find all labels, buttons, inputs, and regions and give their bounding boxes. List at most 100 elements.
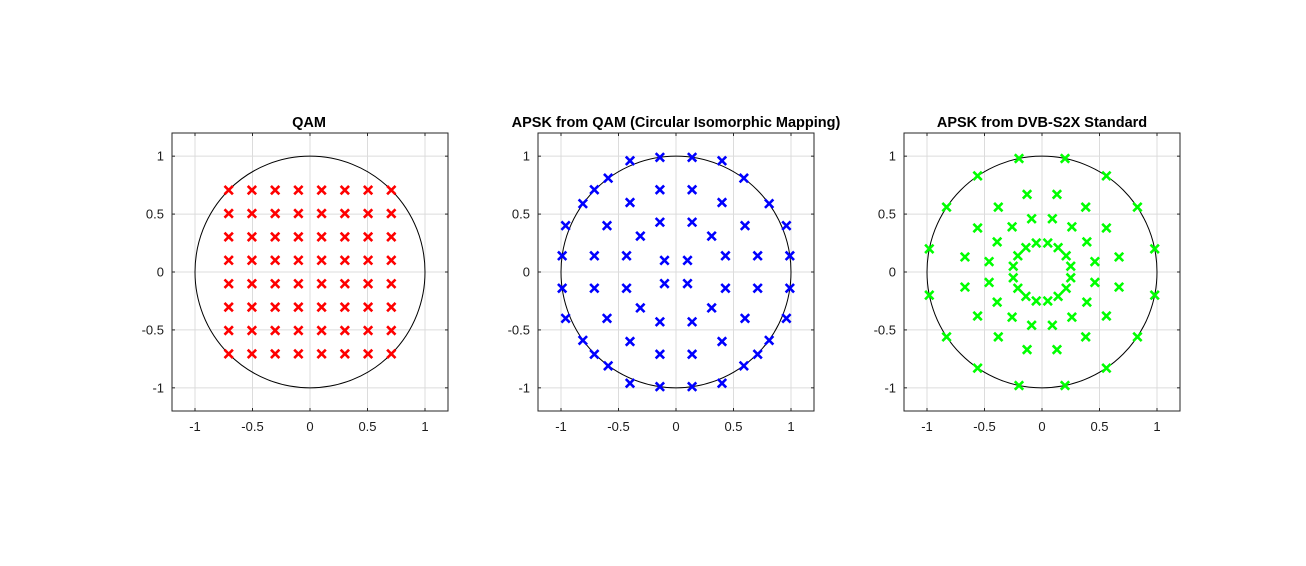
data-point — [992, 296, 1003, 308]
y-tick-label: -0.5 — [508, 322, 530, 337]
data-point — [654, 316, 666, 327]
data-point — [1026, 320, 1037, 331]
data-point — [781, 313, 792, 324]
data-point — [270, 278, 281, 289]
data-point — [784, 283, 795, 294]
data-point — [1132, 331, 1143, 342]
data-point — [223, 301, 234, 313]
data-point — [781, 220, 792, 231]
data-point — [716, 155, 728, 166]
data-point — [577, 335, 588, 346]
data-point — [293, 278, 304, 289]
data-point — [589, 349, 600, 360]
data-point — [659, 255, 670, 266]
data-point — [1051, 344, 1063, 355]
data-point — [686, 316, 698, 327]
data-point — [941, 331, 952, 342]
data-point — [1021, 344, 1033, 355]
data-point — [339, 348, 350, 360]
data-point — [1089, 277, 1101, 288]
data-point — [784, 250, 795, 261]
data-point — [386, 255, 397, 266]
data-point — [316, 184, 327, 196]
data-point — [686, 349, 698, 360]
data-point — [739, 220, 751, 231]
unit-circle — [560, 155, 792, 389]
data-point — [1065, 272, 1076, 283]
data-point — [589, 250, 600, 261]
data-point — [339, 208, 350, 219]
data-point — [293, 255, 304, 266]
data-point — [362, 325, 374, 336]
data-point — [362, 278, 374, 289]
data-point — [972, 363, 983, 374]
x-tick-label: -1 — [555, 419, 567, 434]
data-point — [223, 325, 234, 336]
data-point — [339, 255, 350, 266]
data-point — [1113, 251, 1125, 263]
data-point — [293, 184, 304, 196]
data-point — [1066, 221, 1078, 232]
data-point — [1047, 320, 1058, 331]
data-point — [557, 283, 568, 294]
y-tick-label: 0 — [523, 265, 530, 280]
data-point — [624, 336, 636, 347]
data-point — [654, 152, 666, 163]
data-point — [362, 301, 374, 313]
x-tick-label: -1 — [921, 419, 933, 434]
x-tick-label: 0.5 — [724, 419, 742, 434]
data-point — [293, 325, 304, 336]
grid — [904, 133, 1180, 411]
data-point — [223, 278, 234, 289]
data-point — [752, 349, 763, 360]
data-point — [1149, 243, 1160, 254]
data-point — [1031, 295, 1042, 307]
y-tick-label: -1 — [884, 380, 896, 395]
data-point — [246, 255, 258, 266]
x-tick-label: -0.5 — [973, 419, 995, 434]
y-tick-label: -1 — [518, 380, 530, 395]
y-tick-label: 0.5 — [512, 207, 530, 222]
data-point — [1059, 153, 1071, 164]
data-point — [603, 360, 614, 371]
data-point — [1149, 290, 1160, 301]
y-tick-label: 0 — [889, 265, 896, 280]
data-point — [601, 220, 613, 231]
data-point — [959, 251, 971, 263]
data-point — [246, 278, 258, 289]
data-point — [621, 283, 632, 294]
y-tick-label: 1 — [157, 149, 164, 164]
data-point — [316, 348, 327, 360]
x-tick-label: 1 — [787, 419, 794, 434]
apsk-dvb-subplot: APSK from DVB-S2X Standard -1 -0.5 0 0.5 1 1 0… — [874, 115, 1181, 434]
data-point — [362, 208, 374, 219]
data-point — [270, 325, 281, 336]
data-point — [246, 325, 258, 336]
data-point — [992, 236, 1003, 248]
data-point — [654, 217, 666, 228]
apsk-cim-title: APSK from QAM (Circular Isomorphic Mappi… — [512, 115, 841, 131]
data-point — [1051, 189, 1063, 200]
data-point — [659, 278, 670, 289]
data-point — [386, 325, 397, 336]
data-point — [293, 348, 304, 360]
data-point — [682, 255, 693, 266]
data-point — [738, 360, 749, 371]
data-point — [386, 208, 397, 219]
data-point — [993, 331, 1004, 342]
grid — [172, 133, 448, 411]
unit-circle — [194, 155, 426, 389]
y-tick-label: 0.5 — [878, 207, 896, 222]
data-point — [589, 283, 600, 294]
data-point — [716, 197, 728, 208]
data-point — [316, 208, 327, 219]
data-point — [716, 336, 728, 347]
data-point — [686, 152, 698, 163]
data-point — [1047, 213, 1058, 224]
data-point — [339, 231, 350, 243]
data-point — [654, 349, 666, 360]
data-point — [1081, 296, 1092, 308]
x-tick-label: 0 — [306, 419, 313, 434]
data-point — [706, 302, 717, 314]
data-point — [1012, 283, 1023, 294]
